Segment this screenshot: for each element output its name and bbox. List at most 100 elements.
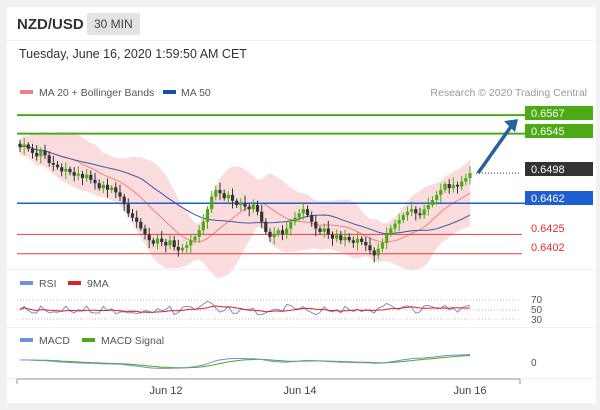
candle-body	[289, 221, 293, 229]
candle-body	[151, 240, 155, 244]
candle-body	[393, 223, 397, 229]
level-4-label: 0.6425	[531, 223, 565, 235]
candle-body	[455, 184, 460, 187]
candle-body	[47, 155, 51, 163]
candle-body	[372, 250, 376, 256]
candle-body	[222, 193, 226, 199]
rsi-level-70-label: 70	[531, 295, 543, 306]
candle-body	[443, 184, 447, 190]
candle-body	[326, 228, 330, 235]
time-tick-jun14: Jun 14	[283, 385, 316, 397]
candle-body	[430, 200, 435, 205]
candle-body	[322, 228, 326, 232]
candle-body	[276, 230, 280, 234]
candle-body	[426, 205, 430, 210]
timeframe-badge[interactable]: 30 MIN	[87, 13, 140, 35]
ma50-legend-label: MA 50	[181, 87, 211, 99]
level-5-label: 0.6402	[531, 242, 565, 254]
rsi-legend-label: RSI	[39, 278, 57, 290]
candle-body	[105, 184, 110, 190]
candle-body	[197, 230, 201, 237]
candle-body	[260, 211, 264, 222]
candle-body	[76, 173, 80, 176]
candle-body	[205, 209, 210, 222]
candle-body	[401, 215, 405, 221]
candle-body	[35, 152, 39, 157]
level-2-box	[525, 162, 593, 176]
candle-body	[247, 206, 251, 210]
candle-body	[460, 181, 464, 187]
candle-body	[339, 235, 343, 241]
candle-body	[447, 184, 451, 189]
macd-zero-label: 0	[531, 358, 537, 369]
candle-body	[330, 234, 335, 239]
rsi-ma-line	[19, 305, 471, 313]
level-0-label: 0.6567	[531, 108, 565, 120]
candle-body	[368, 245, 372, 251]
time-axis-panel	[7, 379, 596, 403]
candle-body	[97, 183, 101, 189]
rsi-indicator: RSI 9MA 70 50 30	[17, 278, 543, 326]
candle-body	[397, 220, 401, 224]
candle-body	[335, 235, 339, 239]
candle-body	[110, 187, 114, 190]
candle-body	[168, 240, 172, 246]
candle-body	[214, 189, 218, 197]
candle-body	[364, 242, 368, 246]
level-1-box	[525, 124, 593, 138]
rsi-level-50-label: 50	[531, 305, 543, 316]
candle-body	[114, 187, 118, 193]
candle-body	[301, 209, 305, 214]
candle-body	[201, 221, 205, 231]
candle-body	[439, 189, 443, 195]
candle-body	[51, 163, 55, 165]
candle-body	[230, 194, 235, 201]
candle-body	[135, 217, 139, 222]
candle-body	[351, 240, 355, 243]
rsi-ma-legend-label: 9MA	[87, 278, 109, 290]
copyright-credit: Research © 2020 Trading Central	[430, 87, 587, 99]
candle-body	[43, 150, 47, 156]
candle-body	[272, 233, 276, 237]
macd-indicator: MACD MACD Signal 0	[19, 335, 537, 369]
level-0-box	[525, 106, 593, 120]
candle-body	[155, 238, 160, 244]
forecast-arrow	[476, 119, 518, 175]
candle-body	[360, 238, 364, 242]
level-1-label: 0.6545	[531, 126, 565, 138]
candle-body	[176, 247, 180, 251]
candle-body	[22, 144, 26, 147]
candle-body	[226, 194, 230, 199]
rsi-level-30-label: 30	[531, 315, 543, 326]
timestamp: Tuesday, June 16, 2020 1:59:50 AM CET	[19, 47, 247, 61]
candle-body	[101, 184, 105, 189]
candle-body	[68, 168, 72, 173]
candle-body	[293, 217, 297, 222]
ma20-legend-label: MA 20 + Bollinger Bands	[39, 87, 154, 99]
macd-panel	[7, 328, 596, 378]
candle-body	[380, 242, 385, 249]
candle-body	[268, 231, 272, 237]
candle-body	[72, 172, 76, 176]
candle-body	[255, 205, 260, 212]
candle-body	[172, 240, 176, 247]
candle-body	[39, 150, 43, 157]
candle-body	[314, 221, 318, 229]
candle-body	[405, 211, 410, 216]
candle-body	[305, 209, 310, 216]
candle-body	[218, 189, 222, 194]
candle-body	[435, 194, 439, 200]
candle-body	[55, 164, 60, 168]
candle-body	[118, 192, 122, 197]
candle-body	[418, 213, 422, 216]
candle-body	[310, 215, 314, 222]
candle-body	[180, 247, 185, 251]
candle-body	[464, 178, 468, 182]
candle-body	[297, 213, 301, 218]
candle-body	[26, 144, 30, 149]
level-labels: 0.6567 0.6545 0.6498 0.6462 0.6425 0.640…	[525, 106, 593, 254]
candle-body	[147, 234, 151, 241]
candle-body	[210, 196, 214, 210]
candle-body	[193, 236, 197, 241]
